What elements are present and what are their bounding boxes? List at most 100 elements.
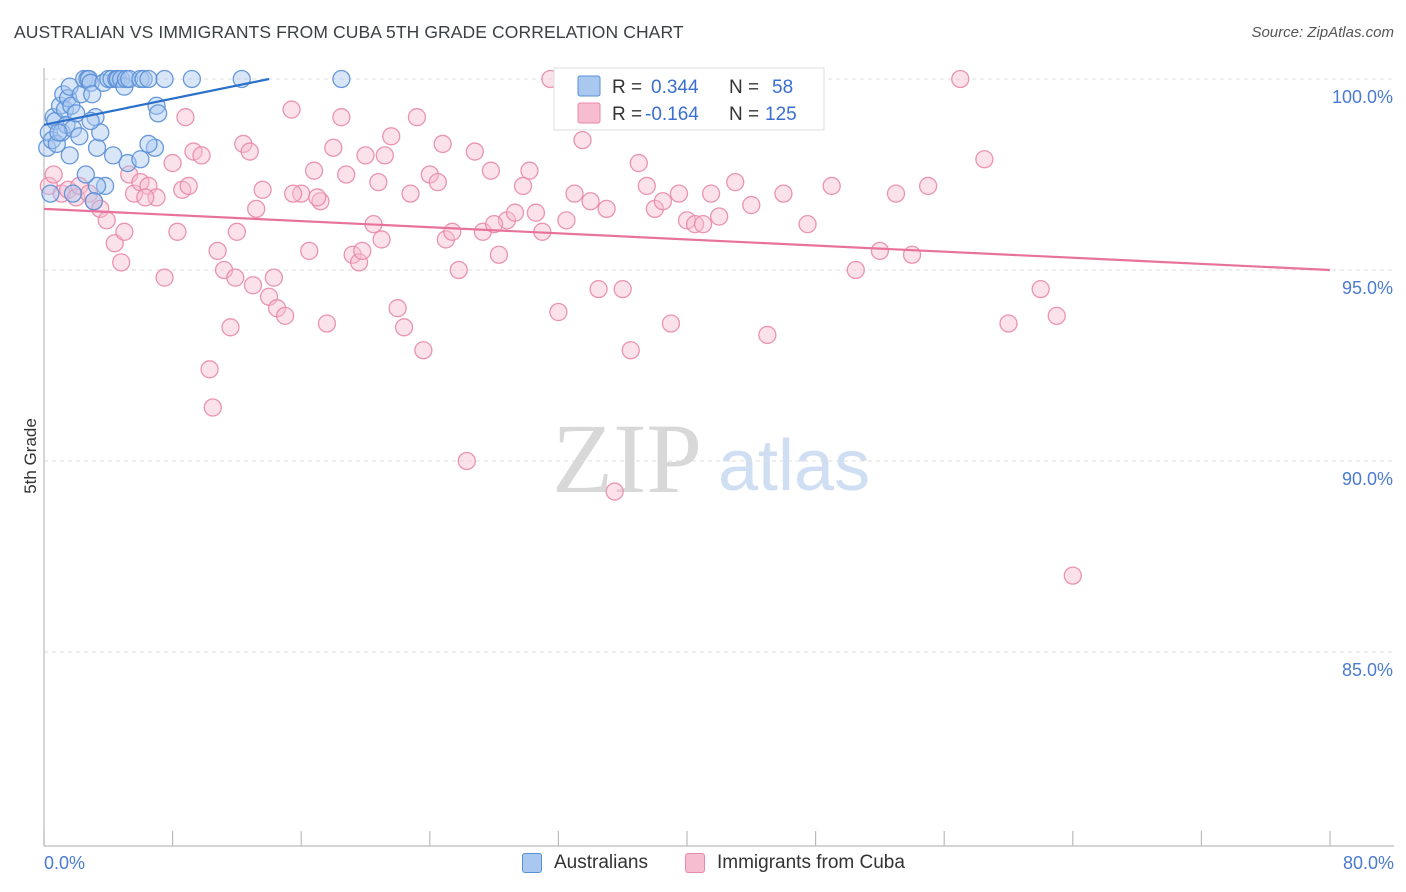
watermark-zip: ZIP bbox=[552, 403, 702, 514]
data-point-cuba bbox=[581, 192, 600, 211]
data-point-cuba bbox=[742, 195, 761, 215]
data-point-cuba bbox=[526, 203, 546, 222]
data-point-cuba bbox=[669, 184, 689, 203]
x-tick-label-min: 0.0% bbox=[44, 853, 85, 873]
data-point-cuba bbox=[353, 241, 372, 261]
y-tick-label: 100.0% bbox=[1332, 87, 1393, 107]
correlation-legend: R = 0.344 N = 58 R = -0.164 N = 125 bbox=[553, 67, 825, 131]
data-point-australians bbox=[47, 134, 67, 154]
data-point-cuba bbox=[481, 161, 501, 180]
source-label: Source: ZipAtlas.com bbox=[1251, 24, 1394, 41]
data-point-cuba bbox=[282, 100, 301, 119]
data-point-australians bbox=[148, 104, 168, 123]
data-point-cuba bbox=[112, 253, 131, 272]
legend-r-label-blue: R = bbox=[612, 77, 642, 98]
data-point-cuba bbox=[449, 260, 468, 280]
data-point-australians bbox=[139, 69, 158, 89]
data-point-cuba bbox=[433, 134, 452, 154]
data-point-cuba bbox=[629, 153, 648, 173]
data-point-cuba bbox=[221, 318, 240, 337]
x-tick-label-max: 80.0% bbox=[1343, 853, 1394, 873]
data-point-australians bbox=[63, 184, 83, 203]
data-point-cuba bbox=[356, 146, 375, 165]
series-legend: Australians Immigrants from Cuba bbox=[0, 852, 1406, 878]
data-point-australians bbox=[84, 192, 103, 211]
data-point-cuba bbox=[489, 245, 509, 264]
data-point-cuba bbox=[375, 146, 394, 165]
data-point-cuba bbox=[176, 108, 195, 127]
legend-n-label-blue: N = bbox=[729, 77, 759, 98]
data-point-cuba bbox=[774, 184, 793, 203]
data-point-cuba bbox=[308, 188, 327, 207]
data-point-australians bbox=[87, 176, 107, 196]
data-point-cuba bbox=[918, 176, 938, 196]
data-point-cuba bbox=[621, 341, 640, 360]
data-point-cuba bbox=[253, 180, 272, 199]
legend-item-immigrants-from-cuba[interactable]: Immigrants from Cuba bbox=[685, 852, 905, 874]
data-point-cuba bbox=[549, 302, 568, 322]
data-point-australians bbox=[70, 127, 89, 146]
data-point-cuba bbox=[349, 253, 369, 272]
data-point-australians bbox=[87, 138, 107, 157]
data-point-cuba bbox=[155, 268, 174, 287]
data-point-cuba bbox=[168, 222, 187, 241]
data-point-cuba bbox=[163, 153, 182, 173]
gridlines bbox=[44, 78, 1394, 653]
legend-item-australians[interactable]: Australians bbox=[522, 852, 648, 874]
data-point-cuba bbox=[505, 203, 525, 222]
trend-line-australians bbox=[43, 77, 270, 126]
y-tick-labels: 100.0% 95.0% 90.0% 85.0% bbox=[1332, 87, 1393, 680]
data-point-australians bbox=[83, 85, 102, 104]
data-point-cuba bbox=[304, 161, 324, 180]
data-point-cuba bbox=[240, 142, 259, 161]
legend-swatch-blue bbox=[577, 75, 601, 97]
y-tick-label: 95.0% bbox=[1342, 278, 1393, 298]
data-point-australians bbox=[49, 123, 68, 142]
data-point-australians bbox=[332, 69, 351, 89]
data-point-cuba bbox=[136, 188, 155, 207]
data-point-cuba bbox=[332, 108, 351, 127]
legend-r-label-pink: R = bbox=[612, 104, 642, 125]
legend-swatch-australians bbox=[522, 853, 542, 873]
data-point-australians bbox=[155, 69, 174, 89]
data-point-cuba bbox=[457, 451, 476, 471]
legend-label-australians: Australians bbox=[554, 852, 648, 873]
chart-title: AUSTRALIAN VS IMMIGRANTS FROM CUBA 5TH G… bbox=[14, 22, 684, 42]
data-point-australians bbox=[134, 69, 153, 89]
y-tick-label: 85.0% bbox=[1342, 660, 1393, 680]
data-point-cuba bbox=[637, 176, 656, 196]
data-point-cuba bbox=[324, 138, 343, 157]
legend-n-value-blue: 58 bbox=[772, 77, 793, 98]
data-point-australians bbox=[103, 146, 123, 165]
data-point-cuba bbox=[372, 230, 391, 249]
data-point-australians bbox=[81, 73, 100, 92]
data-point-cuba bbox=[407, 108, 427, 127]
data-point-australians bbox=[41, 184, 60, 203]
watermark-atlas: atlas bbox=[718, 426, 870, 506]
data-point-cuba bbox=[428, 172, 447, 192]
series-australians bbox=[38, 69, 351, 211]
data-point-australians bbox=[60, 146, 79, 165]
data-point-cuba bbox=[758, 325, 777, 345]
data-point-cuba bbox=[597, 199, 616, 219]
data-point-cuba bbox=[710, 207, 729, 226]
y-tick-label: 90.0% bbox=[1342, 469, 1393, 489]
data-point-cuba bbox=[97, 211, 116, 230]
data-point-cuba bbox=[382, 127, 401, 146]
legend-label-immigrants-from-cuba: Immigrants from Cuba bbox=[717, 852, 905, 873]
data-point-cuba bbox=[226, 268, 245, 287]
data-point-cuba bbox=[44, 165, 63, 184]
legend-r-value-blue: 0.344 bbox=[651, 77, 699, 98]
data-point-cuba bbox=[589, 279, 608, 299]
legend-swatch-immigrants-from-cuba bbox=[685, 853, 705, 873]
x-axis-ticks bbox=[43, 831, 1331, 846]
data-point-cuba bbox=[414, 341, 433, 360]
data-point-cuba bbox=[317, 314, 337, 333]
data-point-cuba bbox=[179, 176, 198, 196]
data-point-cuba bbox=[388, 299, 407, 318]
data-point-cuba bbox=[846, 260, 865, 280]
trend-line-cuba bbox=[43, 207, 1331, 272]
data-point-cuba bbox=[798, 215, 817, 234]
data-point-cuba bbox=[605, 482, 624, 501]
data-point-australians bbox=[76, 165, 95, 184]
